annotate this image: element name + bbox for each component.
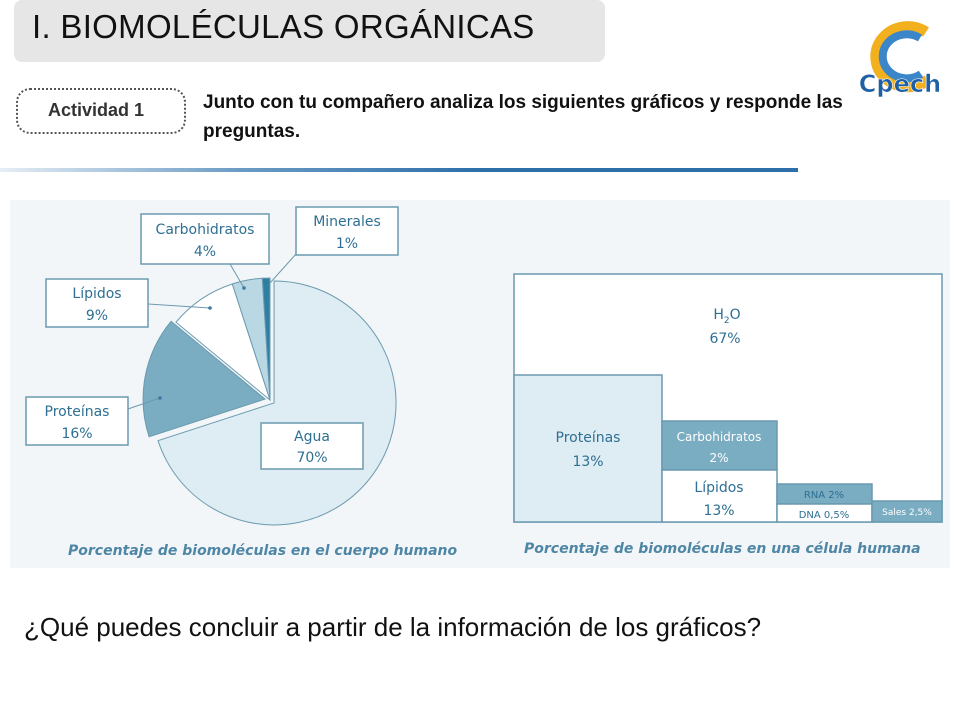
label-proteinas-name: Proteínas xyxy=(45,404,110,420)
logo-c-inner xyxy=(878,30,924,83)
pie-label-lipidos: Lípidos 9% xyxy=(45,278,149,328)
cell-h2o-value: 67% xyxy=(709,331,740,347)
cell-dna-label: DNA 0,5% xyxy=(799,510,850,521)
cell-lipidos-name: Lípidos xyxy=(694,480,743,496)
activity-badge xyxy=(16,88,186,134)
cell-carbohidratos-name: Carbohidratos xyxy=(677,430,762,444)
cell-h2o-name: H2O xyxy=(713,307,740,326)
leader-minerales xyxy=(269,253,297,284)
label-proteinas-value: 16% xyxy=(61,426,92,442)
label-agua-name: Agua xyxy=(294,429,330,445)
label-minerales-name: Minerales xyxy=(313,214,381,230)
cpech-logo: Cpech xyxy=(859,21,941,98)
title-box xyxy=(14,0,605,62)
activity-label: Actividad 1 xyxy=(48,100,145,120)
label-lipidos-value: 9% xyxy=(86,308,108,324)
cell-proteinas-name: Proteínas xyxy=(556,430,621,446)
cell-lipidos-value: 13% xyxy=(703,503,734,519)
cell-rna-label: RNA 2% xyxy=(804,490,844,501)
cell-chart xyxy=(513,273,943,523)
leader-lipidos xyxy=(147,303,211,309)
slide-title: I. BIOMOLÉCULAS ORGÁNICAS xyxy=(32,8,535,45)
label-agua-value: 70% xyxy=(296,450,327,466)
cell-labels: H2O 67% Proteínas 13% Carbohidratos 2% L… xyxy=(556,307,933,521)
logo-c-outer xyxy=(870,21,932,93)
pie-slice-protenas xyxy=(142,320,267,438)
cell-chart-caption: Porcentaje de biomoléculas en una célula… xyxy=(524,541,921,557)
leader-carbohidratos xyxy=(229,263,245,289)
pie-chart-caption: Porcentaje de biomoléculas en el cuerpo … xyxy=(68,543,458,559)
pie-label-agua: Agua 70% xyxy=(260,422,364,470)
label-minerales-value: 1% xyxy=(336,236,358,252)
question-text: ¿Qué puedes concluir a partir de la info… xyxy=(24,612,762,642)
label-carbohidratos-value: 4% xyxy=(194,244,216,260)
cell-sales-label: Sales 2,5% xyxy=(882,508,932,518)
leader-proteinas xyxy=(127,397,161,410)
header-divider xyxy=(0,168,798,172)
pie-chart xyxy=(142,277,397,526)
pie-label-minerales: Minerales 1% xyxy=(295,206,399,256)
pie-leader-lines xyxy=(127,253,297,410)
logo-text: Cpech xyxy=(859,70,941,98)
cell-carbohidratos-value: 2% xyxy=(709,451,728,465)
pie-label-proteinas: Proteínas 16% xyxy=(25,396,129,446)
cell-sales xyxy=(871,500,943,523)
cell-proteinas-value: 13% xyxy=(572,454,603,470)
instruction-text: Junto con tu compañero analiza los sigui… xyxy=(203,92,843,142)
cell-carbohidratos xyxy=(661,420,778,471)
pie-label-carbohidratos: Carbohidratos 4% xyxy=(140,213,270,265)
label-carbohidratos-name: Carbohidratos xyxy=(156,222,255,238)
label-lipidos-name: Lípidos xyxy=(72,286,121,302)
cell-proteinas xyxy=(513,374,663,523)
pie-slice-minerales xyxy=(261,277,271,401)
leader-dots xyxy=(158,286,246,400)
